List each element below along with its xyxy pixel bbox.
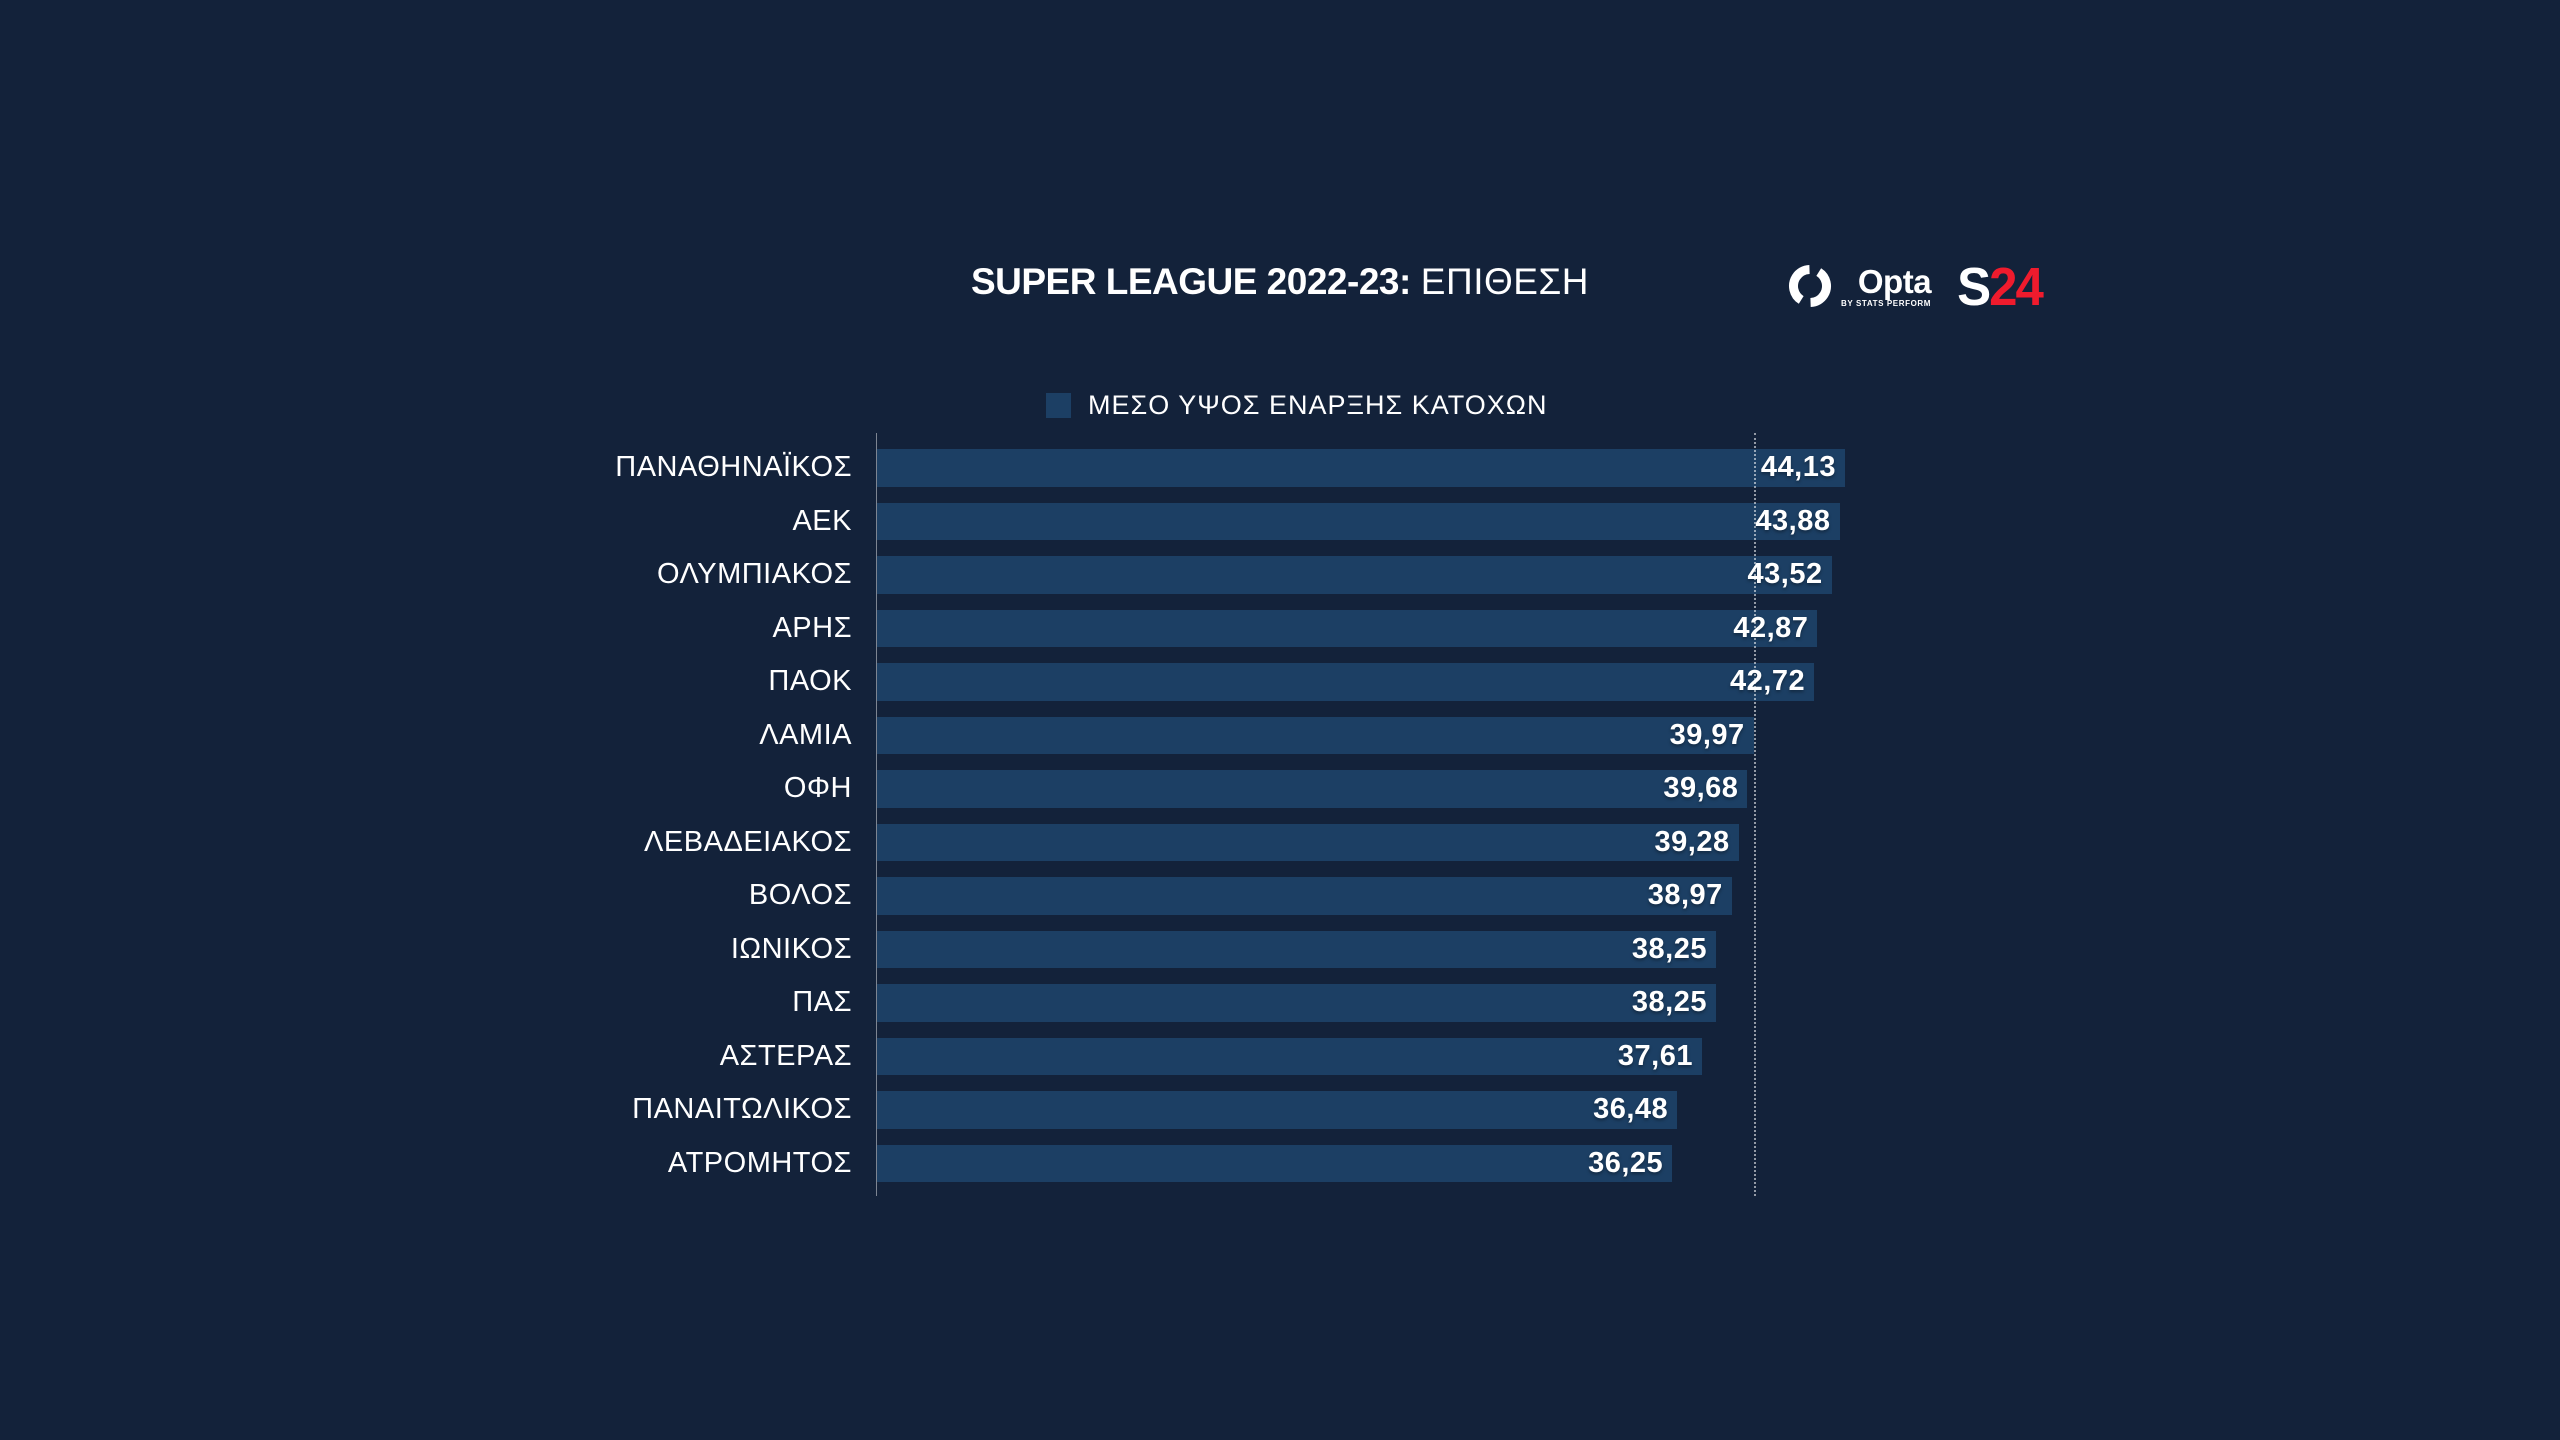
- opta-logo: Opta BY STATS PERFORM: [1788, 262, 1932, 308]
- bar: 38,25: [877, 930, 1716, 968]
- team-label: ΟΦΗ: [783, 772, 852, 805]
- bar-chart: ΠΑΝΑΘΗΝΑΪΚΟΣ 44,13 ΑΕΚ 43,88 ΟΛΥΜΠΙΑΚΟΣ 43,52…: [0, 433, 2560, 1196]
- bar: 43,52: [877, 556, 1832, 594]
- team-label: ΠΑΝΑΙΤΩΛΙΚΟΣ: [632, 1093, 852, 1126]
- team-label: ΟΛΥΜΠΙΑΚΟΣ: [656, 558, 852, 591]
- team-label: ΑΕΚ: [792, 504, 852, 537]
- team-label: ΠΑΟΚ: [768, 665, 852, 698]
- value-label: 42,87: [1733, 611, 1809, 644]
- axis-line: [876, 433, 877, 1196]
- legend-swatch: [1046, 393, 1071, 418]
- bar: 42,72: [877, 663, 1815, 701]
- bar-track: 38,25: [877, 984, 1845, 1022]
- bar-track: 38,25: [877, 930, 1845, 968]
- bar: 39,97: [877, 716, 1754, 754]
- bar-row: ΛΑΜΙΑ 39,97: [0, 709, 2560, 763]
- bar: 39,28: [877, 823, 1739, 861]
- team-label: ΙΩΝΙΚΟΣ: [730, 932, 852, 965]
- bar: 44,13: [877, 449, 1845, 487]
- bar-track: 42,72: [877, 663, 1845, 701]
- title-league: SUPER LEAGUE 2022-23:: [970, 261, 1411, 302]
- s24-number: 24: [1989, 256, 2044, 316]
- value-label: 44,13: [1760, 451, 1836, 484]
- team-label: ΠΑΣ: [792, 986, 852, 1019]
- bar-rows: ΠΑΝΑΘΗΝΑΪΚΟΣ 44,13 ΑΕΚ 43,88 ΟΛΥΜΠΙΑΚΟΣ 43,52…: [0, 433, 2560, 1190]
- bar-row: ΑΕΚ 43,88: [0, 495, 2560, 549]
- bar-row: ΠΑΟΚ 42,72: [0, 655, 2560, 709]
- gridline-40: [1754, 433, 1756, 1196]
- bar-row: ΠΑΝΑΙΤΩΛΙΚΟΣ 36,48: [0, 1083, 2560, 1137]
- value-label: 39,68: [1663, 772, 1739, 805]
- team-label: ΑΡΗΣ: [772, 611, 852, 644]
- bar-row: ΑΣΤΕΡΑΣ 37,61: [0, 1030, 2560, 1084]
- bar-row: ΠΑΝΑΘΗΝΑΪΚΟΣ 44,13: [0, 441, 2560, 495]
- value-label: 36,25: [1588, 1146, 1664, 1179]
- value-label: 38,97: [1647, 879, 1723, 912]
- value-label: 43,52: [1747, 558, 1823, 591]
- value-label: 37,61: [1617, 1039, 1693, 1072]
- team-label: ΛΕΒΑΔΕΙΑΚΟΣ: [644, 825, 852, 858]
- bar-row: ΒΟΛΟΣ 38,97: [0, 869, 2560, 923]
- value-label: 42,72: [1730, 665, 1806, 698]
- value-label: 39,28: [1654, 825, 1730, 858]
- bar-track: 39,68: [877, 770, 1845, 808]
- bar: 38,25: [877, 984, 1716, 1022]
- bar: 36,25: [877, 1144, 1673, 1182]
- bar-track: 36,48: [877, 1091, 1845, 1129]
- legend-label: ΜΕΣΟ ΥΨΟΣ ΕΝΑΡΞΗΣ ΚΑΤΟΧΩΝ: [1088, 390, 1548, 420]
- team-label: ΒΟΛΟΣ: [748, 879, 852, 912]
- value-label: 36,48: [1593, 1093, 1669, 1126]
- logo-cluster: Opta BY STATS PERFORM S24: [1788, 256, 2044, 316]
- bar: 38,97: [877, 877, 1732, 915]
- opta-wordmark: Opta BY STATS PERFORM: [1841, 262, 1932, 308]
- bar-row: ΠΑΣ 38,25: [0, 976, 2560, 1030]
- bar-track: 43,52: [877, 556, 1845, 594]
- bar: 39,68: [877, 770, 1748, 808]
- team-label: ΛΑΜΙΑ: [759, 718, 852, 751]
- opta-name: Opta: [1857, 262, 1932, 300]
- bar-track: 37,61: [877, 1037, 1845, 1075]
- team-label: ΠΑΝΑΘΗΝΑΪΚΟΣ: [615, 451, 852, 484]
- bar: 43,88: [877, 502, 1840, 540]
- bar-row: ΑΡΗΣ 42,87: [0, 602, 2560, 656]
- s24-logo: S24: [1957, 256, 2044, 316]
- value-label: 43,88: [1755, 504, 1831, 537]
- title-category: ΕΠΙΘΕΣΗ: [1420, 261, 1590, 302]
- bar-track: 44,13: [877, 449, 1845, 487]
- bar-row: ΑΤΡΟΜΗΤΟΣ 36,25: [0, 1137, 2560, 1191]
- bar: 37,61: [877, 1037, 1702, 1075]
- bar-track: 43,88: [877, 502, 1845, 540]
- bar-track: 36,25: [877, 1144, 1845, 1182]
- bar-track: 39,28: [877, 823, 1845, 861]
- opta-byline: BY STATS PERFORM: [1841, 298, 1932, 308]
- page-title: SUPER LEAGUE 2022-23: ΕΠΙΘΕΣΗ: [0, 260, 2560, 304]
- bar-row: ΟΛΥΜΠΙΑΚΟΣ 43,52: [0, 548, 2560, 602]
- bar-track: 38,97: [877, 877, 1845, 915]
- bar-row: ΙΩΝΙΚΟΣ 38,25: [0, 923, 2560, 977]
- opta-circle-icon: [1789, 265, 1831, 307]
- bar-row: ΟΦΗ 39,68: [0, 762, 2560, 816]
- value-label: 38,25: [1631, 986, 1707, 1019]
- legend: ΜΕΣΟ ΥΨΟΣ ΕΝΑΡΞΗΣ ΚΑΤΟΧΩΝ: [1046, 390, 1547, 421]
- bar-track: 39,97: [877, 716, 1845, 754]
- value-label: 38,25: [1631, 932, 1707, 965]
- team-label: ΑΤΡΟΜΗΤΟΣ: [667, 1146, 852, 1179]
- bar-track: 42,87: [877, 609, 1845, 647]
- value-label: 39,97: [1669, 718, 1745, 751]
- bar: 36,48: [877, 1091, 1678, 1129]
- bar-row: ΛΕΒΑΔΕΙΑΚΟΣ 39,28: [0, 816, 2560, 870]
- s24-letter: S: [1957, 256, 1991, 316]
- team-label: ΑΣΤΕΡΑΣ: [719, 1039, 852, 1072]
- bar: 42,87: [877, 609, 1818, 647]
